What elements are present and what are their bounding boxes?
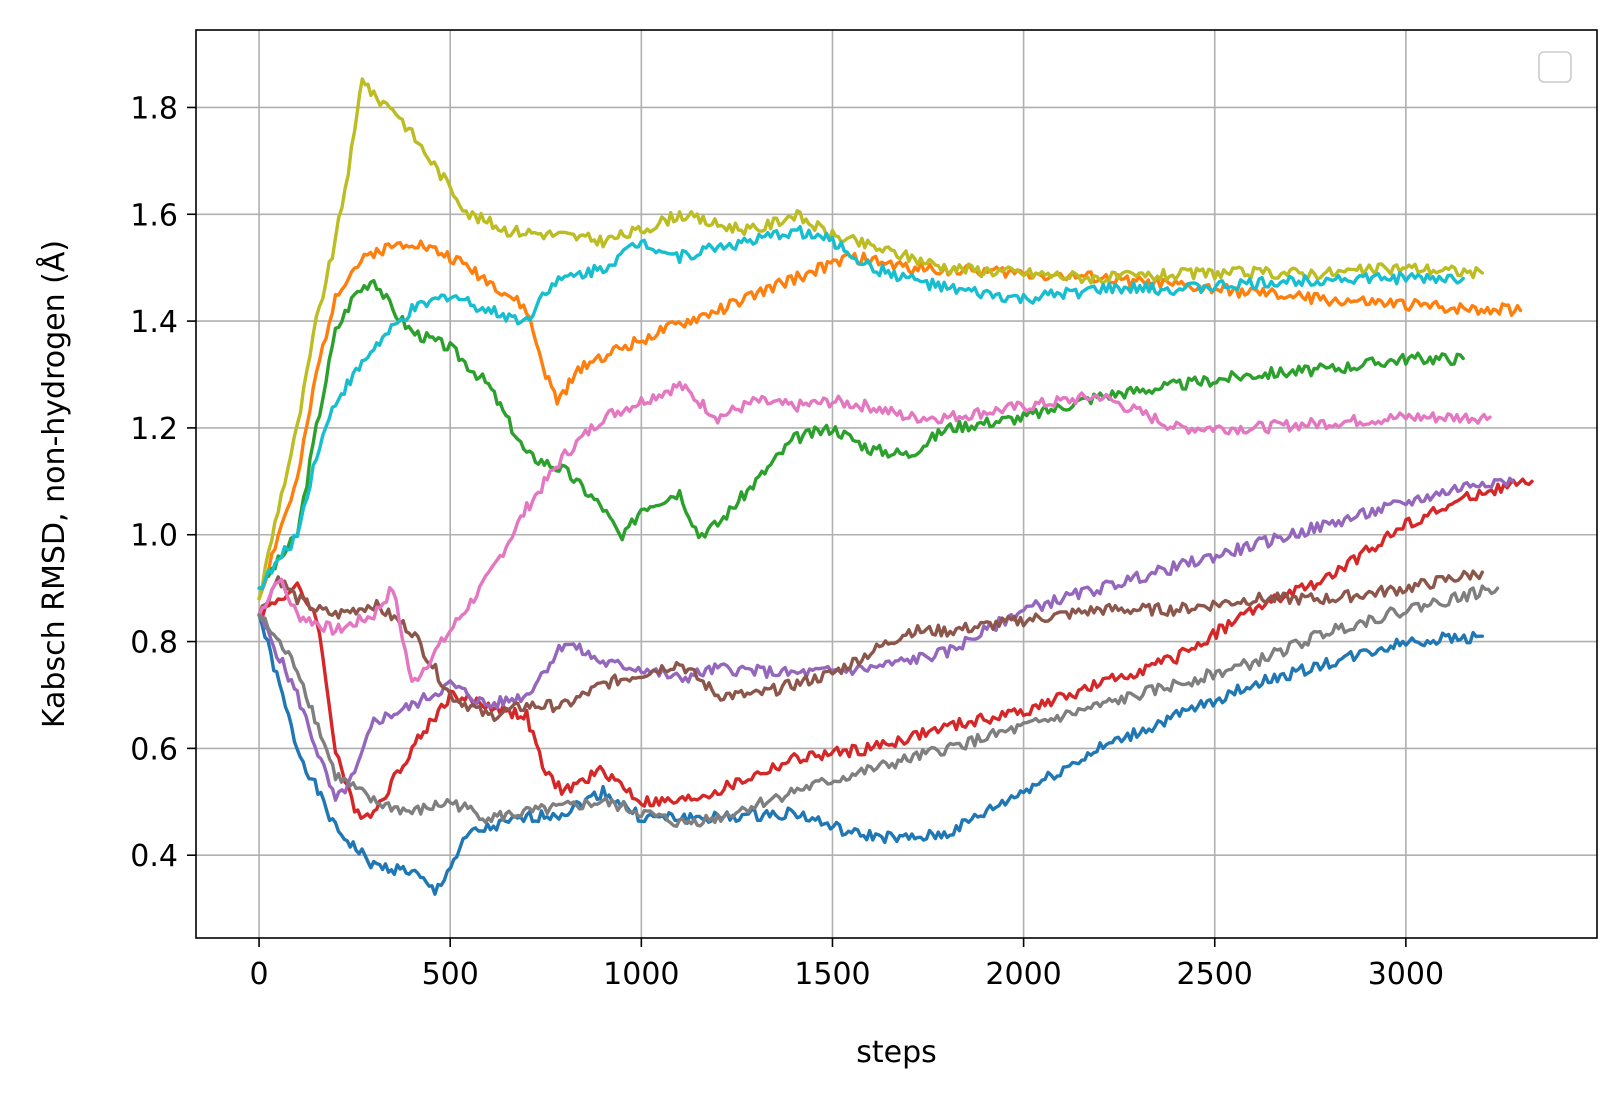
x-tick-label: 1000 (603, 957, 679, 992)
y-tick-label: 1.2 (130, 412, 178, 447)
series-line-9 (257, 77, 1485, 601)
x-tick-label: 2000 (985, 957, 1061, 992)
series-line-8 (257, 584, 1500, 828)
series-line-3 (257, 278, 1465, 590)
series-line-6 (257, 569, 1485, 723)
series-line-1 (257, 613, 1485, 896)
series-line-5 (257, 476, 1515, 802)
legend (1538, 51, 1572, 83)
y-axis: 0.4 0.6 0.8 1.0 1.2 1.4 1.6 1.8 (130, 91, 196, 874)
y-tick-label: 1.6 (130, 198, 178, 233)
grid (196, 30, 1597, 938)
x-axis-label: steps (856, 1035, 937, 1070)
x-tick-label: 0 (250, 957, 269, 992)
x-tick-label: 2500 (1177, 957, 1253, 992)
series-line-10 (257, 224, 1465, 591)
series-layer (257, 77, 1534, 896)
series-line-2 (257, 239, 1523, 601)
x-axis: 0 500 1000 1500 2000 2500 3000 (250, 938, 1444, 992)
y-tick-label: 0.6 (130, 732, 178, 767)
x-tick-label: 1500 (794, 957, 870, 992)
x-tick-label: 500 (422, 957, 479, 992)
y-tick-label: 1.0 (130, 519, 178, 554)
x-tick-label: 3000 (1368, 957, 1444, 992)
y-tick-label: 1.8 (130, 91, 178, 126)
plot-frame (195, 29, 1598, 939)
y-axis-label: Kabsch RMSD, non-hydrogen (Å) (36, 240, 72, 728)
y-tick-label: 0.4 (130, 839, 178, 874)
series-line-7 (257, 380, 1492, 683)
y-tick-label: 0.8 (130, 626, 178, 661)
y-tick-label: 1.4 (130, 305, 178, 340)
